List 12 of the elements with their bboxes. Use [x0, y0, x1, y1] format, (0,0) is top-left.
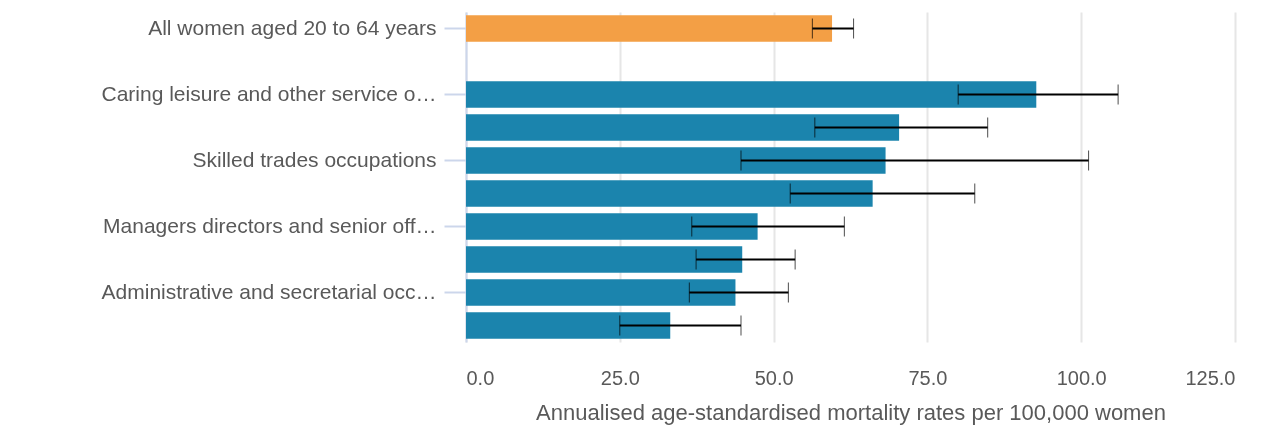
y-tick-label: All women aged 20 to 64 years [148, 15, 437, 39]
y-tick-label: Caring leisure and other service o… [101, 81, 437, 105]
x-tick-label: 25.0 [600, 366, 640, 389]
y-tick-label: Skilled trades occupations [192, 147, 437, 171]
x-tick-label: 125.0 [1185, 366, 1236, 389]
y-tick-label: Managers directors and senior off… [103, 213, 437, 237]
x-tick-label: 75.0 [908, 366, 948, 389]
x-tick-label: 100.0 [1056, 366, 1107, 389]
x-tick-label: 50.0 [754, 366, 794, 389]
x-axis-title: Annualised age-standardised mortality rates per 100,000 women [536, 399, 1166, 425]
x-tick-label: 0.0 [466, 366, 495, 389]
y-tick-label: Administrative and secretarial occ… [101, 279, 437, 303]
